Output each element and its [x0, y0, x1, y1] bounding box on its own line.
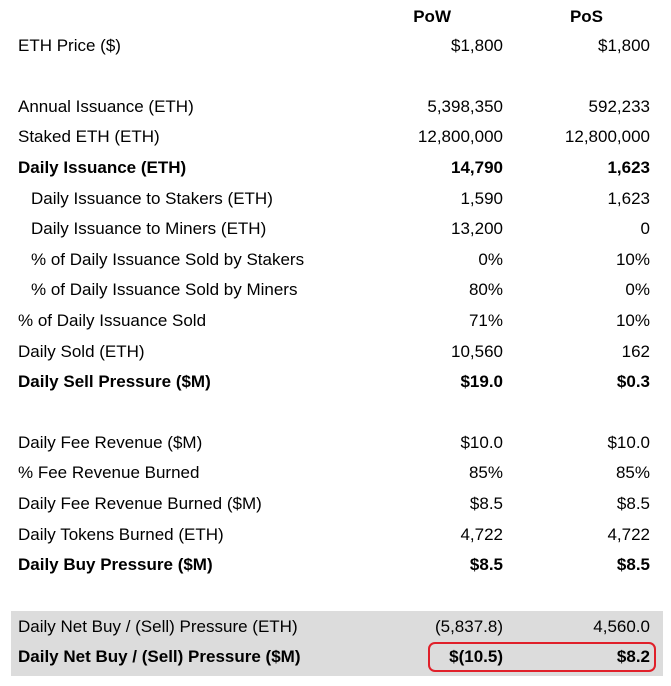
pos-value: $8.5: [616, 555, 650, 574]
row-label: Daily Fee Revenue ($M): [18, 433, 203, 452]
pow-value: $(10.5): [449, 647, 503, 666]
row-label: Annual Issuance (ETH): [18, 97, 194, 116]
pos-value: 162: [621, 342, 650, 361]
net-pressure-usd-highlight-box: [428, 642, 656, 672]
row-annual-issuance: Annual Issuance (ETH) 5,398,350 592,233: [0, 92, 671, 122]
pow-value: $19.0: [460, 372, 503, 391]
pow-value: 71%: [468, 311, 503, 330]
row-daily-net-pressure-eth: Daily Net Buy / (Sell) Pressure (ETH) (5…: [0, 612, 671, 642]
pow-value: 13,200: [451, 219, 503, 238]
row-label: Daily Buy Pressure ($M): [18, 555, 213, 574]
pos-value: 0%: [625, 280, 650, 299]
row-daily-sell-pressure: Daily Sell Pressure ($M) $19.0 $0.3: [0, 367, 671, 397]
pos-value: $8.2: [616, 647, 650, 666]
row-staked-eth: Staked ETH (ETH) 12,800,000 12,800,000: [0, 122, 671, 152]
pos-value: $8.5: [616, 494, 650, 513]
row-label: Daily Tokens Burned (ETH): [18, 525, 224, 544]
row-label: Staked ETH (ETH): [18, 127, 160, 146]
row-label: Daily Sold (ETH): [18, 342, 145, 361]
pow-column-header: PoW: [413, 7, 451, 26]
row-label: Daily Net Buy / (Sell) Pressure (ETH): [18, 617, 298, 636]
row-daily-tokens-burned: Daily Tokens Burned (ETH) 4,722 4,722: [0, 520, 671, 550]
pow-value: 85%: [468, 463, 503, 482]
pos-value: $1,800: [598, 36, 650, 55]
row-label: % of Daily Issuance Sold by Stakers: [31, 250, 305, 269]
pow-value: 14,790: [451, 158, 503, 177]
row-daily-fee-revenue-burned: Daily Fee Revenue Burned ($M) $8.5 $8.5: [0, 489, 671, 519]
row-label: Daily Issuance (ETH): [18, 158, 187, 177]
pow-value: $10.0: [460, 433, 503, 452]
row-daily-net-pressure-usd: Daily Net Buy / (Sell) Pressure ($M) $(1…: [0, 642, 671, 672]
pow-value: 12,800,000: [417, 127, 503, 146]
pos-value: 12,800,000: [564, 127, 650, 146]
pow-value: $1,800: [451, 36, 503, 55]
pos-value: 0: [640, 219, 650, 238]
row-daily-fee-revenue: Daily Fee Revenue ($M) $10.0 $10.0: [0, 428, 671, 458]
pos-value: 1,623: [607, 189, 650, 208]
pos-value: $10.0: [607, 433, 650, 452]
row-eth-price: ETH Price ($) $1,800 $1,800: [0, 31, 671, 61]
pow-value: 4,722: [460, 525, 503, 544]
pow-value: 0%: [478, 250, 503, 269]
row-label: % of Daily Issuance Sold: [18, 311, 207, 330]
row-label: ETH Price ($): [18, 36, 121, 55]
pos-value: 10%: [615, 250, 650, 269]
pow-value: $8.5: [469, 555, 503, 574]
column-header-row: PoW PoS: [0, 3, 671, 31]
row-label: Daily Fee Revenue Burned ($M): [18, 494, 262, 513]
row-label: Daily Sell Pressure ($M): [18, 372, 211, 391]
pos-value: 592,233: [588, 97, 650, 116]
row-label: % of Daily Issuance Sold by Miners: [31, 280, 298, 299]
pow-value: 5,398,350: [427, 97, 503, 116]
pos-value: 4,722: [607, 525, 650, 544]
row-pct-issuance-sold: % of Daily Issuance Sold 71% 10%: [0, 306, 671, 336]
pow-value: 80%: [468, 280, 503, 299]
row-pct-sold-by-miners: % of Daily Issuance Sold by Miners 80% 0…: [0, 275, 671, 305]
pos-value: 1,623: [607, 158, 650, 177]
row-daily-issuance-to-miners: Daily Issuance to Miners (ETH) 13,200 0: [0, 214, 671, 244]
row-pct-fee-revenue-burned: % Fee Revenue Burned 85% 85%: [0, 458, 671, 488]
row-label: Daily Net Buy / (Sell) Pressure ($M): [18, 647, 301, 666]
row-daily-issuance: Daily Issuance (ETH) 14,790 1,623: [0, 153, 671, 183]
row-label: Daily Issuance to Miners (ETH): [31, 219, 267, 238]
row-label: Daily Issuance to Stakers (ETH): [31, 189, 273, 208]
pos-value: 4,560.0: [593, 617, 650, 636]
row-pct-sold-by-stakers: % of Daily Issuance Sold by Stakers 0% 1…: [0, 245, 671, 275]
pos-value: $0.3: [616, 372, 650, 391]
pow-value: (5,837.8): [434, 617, 503, 636]
row-daily-buy-pressure: Daily Buy Pressure ($M) $8.5 $8.5: [0, 550, 671, 580]
pos-column-header: PoS: [569, 7, 603, 26]
row-label: % Fee Revenue Burned: [18, 463, 200, 482]
row-daily-issuance-to-stakers: Daily Issuance to Stakers (ETH) 1,590 1,…: [0, 184, 671, 214]
pow-value: $8.5: [469, 494, 503, 513]
pow-value: 1,590: [460, 189, 503, 208]
pow-value: 10,560: [451, 342, 503, 361]
row-daily-sold: Daily Sold (ETH) 10,560 162: [0, 337, 671, 367]
pos-value: 10%: [615, 311, 650, 330]
pos-value: 85%: [615, 463, 650, 482]
